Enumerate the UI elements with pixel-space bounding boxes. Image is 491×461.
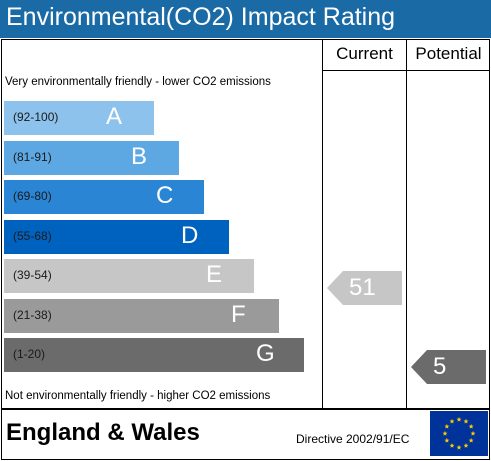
band-a: (92-100) A [4,101,154,135]
column-header-divider [322,70,490,71]
title-bar: Environmental(CO2) Impact Rating [0,0,491,38]
band-g: (1-20) G [4,338,304,372]
arrow-left-icon [411,350,486,384]
band-range-label: (39-54) [13,268,52,282]
potential-rating-marker: 5 [411,350,486,384]
band-b: (81-91) B [4,140,179,175]
potential-rating-value: 5 [433,353,447,380]
chart-frame [1,39,490,409]
band-d: (55-68) D [4,219,229,254]
band-range-label: (69-80) [13,189,52,203]
band-letter: E [206,261,223,288]
band-letter: C [156,182,174,209]
current-rating-marker: 51 [327,271,402,305]
arrow-left-icon [327,271,402,305]
band-range-label: (21-38) [13,307,52,322]
current-rating-value: 51 [349,274,376,301]
bottom-note: Not environmentally friendly - higher CO… [5,390,271,402]
band-f: (21-38) F [4,298,279,333]
band-c: (69-80) C [4,180,204,214]
band-range-label: (55-68) [13,228,52,243]
eu-flag-icon [430,411,488,456]
band-letter: G [256,340,275,367]
directive-label: Directive 2002/91/EC [296,432,410,446]
current-column-header: Current [336,44,393,63]
band-letter: D [181,221,199,249]
band-letter: A [106,103,123,130]
band-range-label: (1-20) [13,347,46,361]
country-label: England & Wales [6,419,200,446]
potential-column-divider [406,40,407,408]
band-range-label: (92-100) [13,110,59,124]
band-letter: F [231,300,246,328]
chart-title: Environmental(CO2) Impact Rating [6,3,396,31]
band-e: (39-54) E [4,259,254,293]
top-note: Very environmentally friendly - lower CO… [5,76,271,88]
current-column-divider [322,40,323,408]
band-letter: B [131,142,148,170]
potential-column-header: Potential [415,44,482,63]
band-range-label: (81-91) [13,149,52,164]
